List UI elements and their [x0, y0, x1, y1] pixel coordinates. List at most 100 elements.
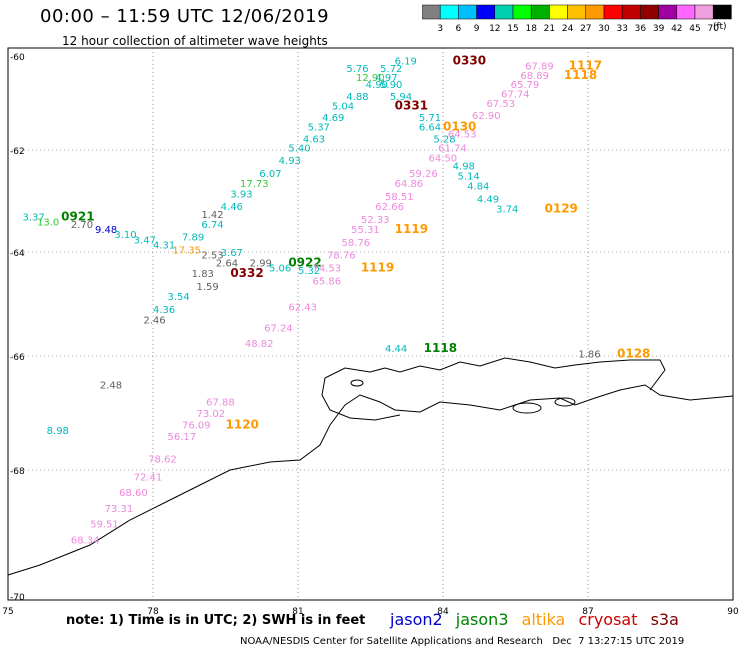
wave-height-label: 5.37 [308, 123, 330, 134]
legend-jason3: jason3 [455, 610, 509, 629]
wave-height-label: 78.62 [148, 455, 177, 466]
x-tick-label: 75 [2, 607, 13, 617]
wave-height-label: 59.26 [409, 169, 438, 180]
colorbar-tick-label: 3 [437, 24, 443, 34]
wave-height-label: 67.88 [206, 398, 235, 409]
colorbar-tick-label: 12 [489, 24, 500, 34]
wave-height-label: 4.31 [153, 240, 175, 251]
colorbar-tick-label: 18 [525, 24, 537, 34]
wave-height-label: 67.89 [525, 61, 554, 72]
colorbar-tick-label: 45 [689, 24, 700, 34]
wave-height-label: 3.67 [221, 248, 243, 259]
wave-height-label: 5.14 [458, 172, 480, 183]
wave-height-label: 3.47 [134, 235, 156, 246]
wave-height-label: 67.24 [264, 323, 293, 334]
wave-height-label: 64.53 [448, 130, 477, 141]
wave-height-label: 4.46 [221, 202, 243, 213]
wave-height-label: 2.53 [201, 251, 223, 262]
pass-time-label: 0129 [545, 202, 578, 216]
pass-time-label: 1118 [424, 341, 457, 355]
wave-height-label: 73.02 [197, 409, 226, 420]
wave-height-label: 62.90 [472, 111, 501, 122]
wave-height-label: 61.74 [438, 144, 467, 155]
wave-height-label: 52.33 [361, 215, 390, 226]
wave-height-label: 4.97 [375, 73, 397, 84]
wave-height-label: 55.31 [351, 225, 380, 236]
colorbar-tick-label: 27 [580, 24, 591, 34]
wave-height-label: 4.90 [366, 80, 388, 91]
wave-height-label: 62.43 [288, 303, 317, 314]
colorbar-tick-label: 33 [616, 24, 627, 34]
y-tick-label: -64 [10, 249, 25, 259]
wave-height-label: 4.44 [385, 344, 407, 355]
wave-height-label: 5.72 [380, 64, 402, 75]
wave-height-label: 8.98 [47, 426, 69, 437]
wave-height-label: 1.83 [192, 269, 214, 280]
wave-height-label: 7.89 [182, 233, 204, 244]
x-tick-label: 90 [727, 607, 739, 617]
wave-height-label: 4.36 [153, 305, 175, 316]
wave-height-label: 2.64 [216, 258, 238, 269]
wave-height-label: 6.64 [419, 123, 441, 134]
legend-s3a: s3a [650, 610, 679, 629]
pass-time-label: 1119 [395, 222, 428, 236]
wave-height-label: 4.63 [303, 134, 325, 145]
wave-height-label: 4.69 [322, 113, 344, 124]
colorbar: 3 6 9 12 15 18 21 24 27 30 33 36 39 42 45 70 [422, 4, 732, 34]
y-tick-label: -66 [10, 353, 25, 363]
wave-height-label: 1.59 [197, 282, 219, 293]
wave-height-label: 5.94 [390, 92, 412, 103]
y-tick-label: -70 [10, 593, 25, 603]
x-tick-label: 84 [437, 607, 449, 617]
wave-height-label: 4.88 [346, 92, 368, 103]
wave-height-label: 5.28 [433, 134, 455, 145]
colorbar-tick-label: 39 [653, 24, 665, 34]
wave-height-label: 4.93 [279, 156, 301, 167]
wave-height-label: 2.48 [100, 381, 122, 392]
legend-altika: altika [521, 610, 566, 629]
map-frame [7, 47, 734, 601]
wave-height-label: 4.49 [477, 194, 499, 205]
coastline [321, 377, 401, 421]
colorbar-tick-label: 21 [544, 24, 555, 34]
wave-height-label: 1.42 [201, 210, 223, 221]
wave-height-label: 56.17 [168, 432, 197, 443]
x-tick-label: 78 [147, 607, 159, 617]
pass-time-label: 0332 [230, 266, 263, 280]
colorbar-tick-label: 36 [635, 24, 647, 34]
wave-height-label: 68.89 [520, 71, 549, 82]
pass-time-label: 1117 [569, 58, 602, 72]
wave-height-label: 4.84 [467, 182, 489, 193]
wave-height-label: 1.86 [578, 349, 600, 360]
wave-height-label: 62.66 [375, 202, 404, 213]
wave-height-label: 59.51 [90, 520, 119, 531]
legend-cryosat: cryosat [578, 610, 638, 629]
colorbar-swatch [712, 4, 732, 20]
x-tick-label: 81 [292, 607, 303, 617]
wave-height-label: 2.99 [250, 258, 272, 269]
wave-height-label: 3.37 [23, 212, 45, 223]
colorbar-tick-label: 24 [562, 24, 574, 34]
pass-time-label: 0128 [617, 346, 650, 360]
chart-title: 00:00 – 11:59 UTC 12/06/2019 [40, 6, 330, 27]
wave-height-label: 65.86 [313, 277, 342, 288]
wave-height-label: 17.73 [240, 179, 269, 190]
wave-height-label: 3.74 [496, 205, 518, 216]
wave-height-label: 76.09 [182, 420, 211, 431]
wave-height-label: 58.76 [342, 238, 371, 249]
colorbar-tick-label: 70 [707, 24, 719, 34]
wave-height-label: 5.71 [419, 113, 441, 124]
wave-height-label: 6.74 [201, 220, 223, 231]
wave-height-label: 5.76 [346, 64, 368, 75]
wave-height-label: 67.74 [501, 90, 530, 101]
colorbar-tick-label: 6 [456, 24, 462, 34]
wave-height-label: 6.07 [259, 169, 281, 180]
colorbar-tick-label: 9 [474, 24, 480, 34]
wave-height-label: 48.82 [245, 339, 274, 350]
colorbar-tick-label: 30 [598, 24, 610, 34]
wave-height-label: 2.70 [71, 220, 93, 231]
wave-height-label: 5.40 [288, 144, 310, 155]
colorbar-tick-label: 42 [671, 24, 682, 34]
y-tick-label: -60 [10, 53, 25, 63]
